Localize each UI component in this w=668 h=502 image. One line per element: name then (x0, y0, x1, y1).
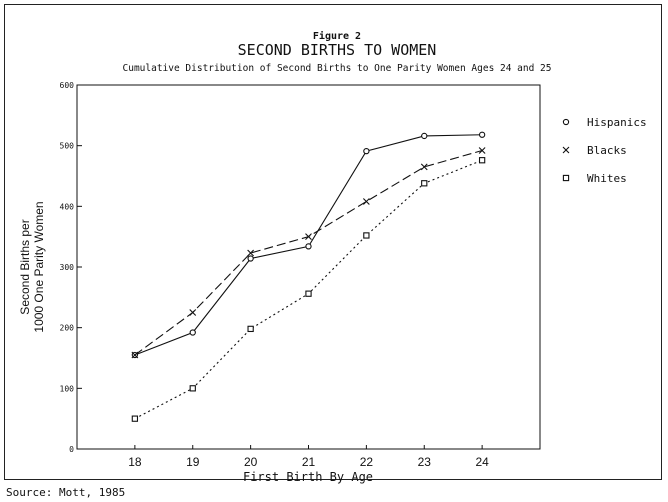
legend-marker-hispanics (562, 118, 570, 126)
data-point-whites (247, 325, 254, 333)
series-line-blacks (134, 149, 483, 356)
series-layer (131, 131, 486, 422)
source-note: Source: Mott, 1985 (6, 486, 126, 499)
data-point-whites (478, 157, 486, 164)
data-point-hispanics (189, 329, 196, 336)
data-point-blacks (247, 249, 255, 257)
data-point-blacks (305, 233, 312, 241)
data-point-hispanics (305, 243, 312, 250)
legend-marker-whites (562, 174, 570, 182)
y-axis: 0 100 200 300 400 500 600 (60, 81, 82, 454)
x-tick-label: 21 (302, 455, 316, 469)
data-point-whites (131, 415, 139, 422)
y-tick-label: 0 (69, 445, 74, 454)
data-point-whites (189, 385, 196, 392)
x-axis: 18 19 20 21 22 23 24 (128, 445, 489, 469)
data-point-hispanics (421, 132, 428, 140)
x-tick-label: 23 (418, 455, 432, 469)
chart-title: SECOND BIRTHS TO WOMEN (238, 41, 437, 59)
legend: Hispanics Blacks Whites (562, 116, 647, 185)
y-tick-label: 600 (60, 81, 75, 90)
data-point-blacks (362, 198, 370, 205)
data-point-whites (421, 180, 428, 187)
data-point-hispanics (478, 131, 486, 138)
series-line-whites (134, 159, 483, 420)
y-tick-label: 400 (60, 202, 75, 211)
x-tick-label: 18 (128, 455, 142, 469)
legend-marker-blacks (562, 146, 570, 154)
data-point-hispanics (247, 255, 254, 262)
legend-label-hispanics: Hispanics (587, 116, 647, 129)
plot-area (76, 84, 541, 450)
x-axis-label: First Birth By Age (243, 470, 373, 484)
data-point-blacks (478, 147, 486, 154)
data-point-whites (363, 232, 370, 239)
y-tick-label: 300 (60, 263, 75, 272)
chart-subtitle: Cumulative Distribution of Second Births… (123, 63, 552, 74)
y-tick-label: 100 (60, 384, 75, 393)
y-axis-label-line-2: 1000 One Parity Women (32, 201, 46, 332)
data-point-hispanics (363, 147, 370, 155)
x-tick-label: 20 (244, 455, 258, 469)
y-tick-label: 200 (60, 324, 75, 333)
data-point-blacks (189, 309, 197, 316)
legend-label-blacks: Blacks (587, 144, 627, 157)
x-tick-label: 19 (186, 455, 200, 469)
figure-frame (4, 4, 662, 480)
data-point-whites (305, 290, 312, 297)
x-tick-label: 24 (475, 455, 489, 469)
data-point-blacks (420, 163, 428, 171)
y-axis-label-line-1: Second Births per (18, 219, 32, 314)
y-tick-label: 500 (60, 142, 75, 151)
data-point-blacks (131, 351, 139, 359)
figure-label: Figure 2 (313, 30, 361, 42)
x-tick-label: 22 (360, 455, 374, 469)
legend-label-whites: Whites (587, 172, 627, 185)
